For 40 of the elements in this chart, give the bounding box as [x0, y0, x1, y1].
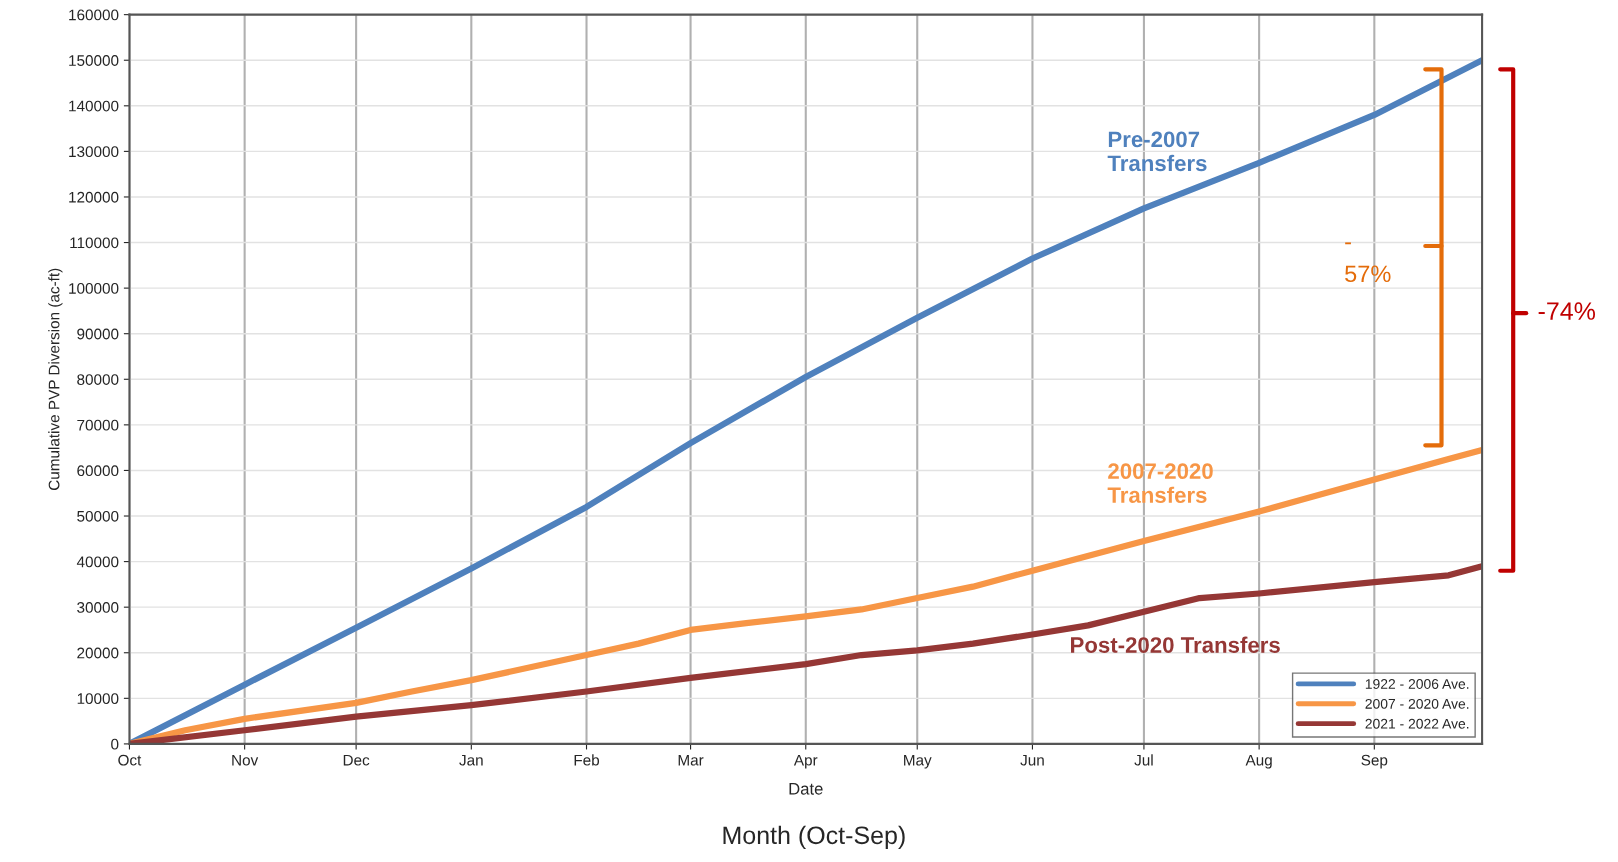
x-tick-label: May: [904, 754, 932, 769]
x-tick-label: Jun: [1020, 754, 1044, 766]
text: -74%: [1538, 302, 1596, 320]
x-tick-label: Sep: [1361, 754, 1388, 769]
annotation: - 57%: [1345, 242, 1391, 283]
x-tick-label: Apr: [793, 754, 818, 769]
y-tick-label: 60000: [77, 465, 119, 477]
y-tick-label: 10000: [77, 693, 119, 705]
text: Month (Oct-Sep): [723, 825, 905, 850]
y-tick-label: 20000: [77, 647, 119, 659]
y-tick-label: 120000: [69, 191, 119, 203]
y-tick-label: 70000: [77, 419, 119, 431]
x-tick-label: Nov: [232, 754, 259, 766]
y-tick-label: 150000: [69, 55, 119, 66]
y-tick-label: 110000: [70, 237, 119, 249]
y-tick-label: 90000: [77, 328, 119, 340]
legend-label: 2007 - 2020 Ave.: [1365, 698, 1469, 709]
x-tick-label: Feb: [574, 754, 600, 766]
y-tick-label: 80000: [77, 374, 119, 385]
annotation: 2007-2020 Transfers: [1107, 463, 1213, 503]
x-axis-title: Date: [789, 783, 823, 795]
y-tick-label: 140000: [69, 100, 119, 112]
y-tick-label: 40000: [76, 556, 119, 568]
y-axis-title: Cumulative PVP Diversion (ac-ft): [48, 268, 63, 491]
x-tick-label: Jul: [1134, 754, 1153, 766]
legend-label: 1922 - 2006 Ave.: [1365, 679, 1469, 689]
y-tick-label: 30000: [77, 602, 119, 613]
x-tick-label: Oct: [118, 754, 142, 766]
y-tick-label: 0: [111, 738, 119, 750]
y-tick-label: 130000: [69, 146, 119, 158]
annotation: Pre-2007 Transfers: [1107, 131, 1207, 172]
y-tick-label: 50000: [77, 510, 119, 522]
y-tick-label: 160000: [69, 9, 119, 21]
x-tick-label: Dec: [343, 754, 370, 766]
annotation: Post-2020 Transfers: [1071, 636, 1280, 653]
y-tick-label: 100000: [69, 282, 119, 294]
x-tick-label: Mar: [678, 754, 704, 766]
x-tick-label: Jan: [459, 754, 483, 766]
x-tick-label: Aug: [1245, 754, 1272, 769]
legend-label: 2021 - 2022 Ave.: [1365, 718, 1469, 729]
